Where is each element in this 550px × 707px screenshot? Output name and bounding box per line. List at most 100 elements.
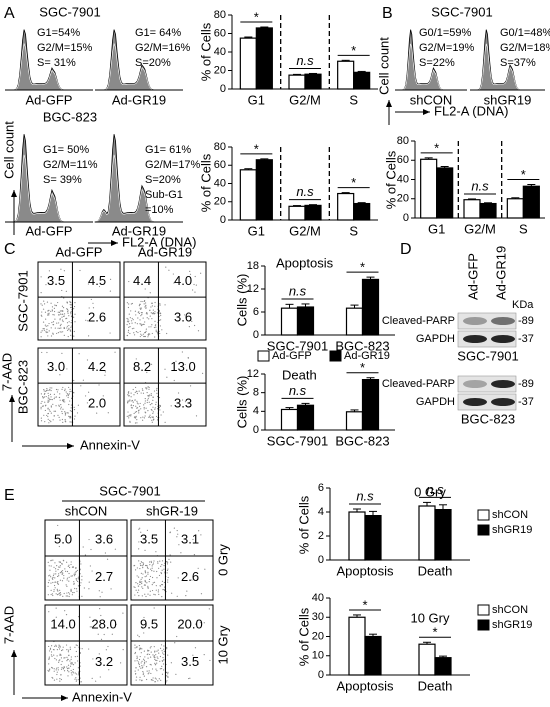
event-dot	[203, 654, 205, 656]
event-dot	[59, 566, 61, 568]
event-dot	[200, 593, 203, 595]
event-dot	[141, 660, 143, 662]
event-dot	[144, 335, 146, 338]
stat-label: Sub-G1	[145, 189, 183, 201]
y-tick-label: 10	[312, 650, 324, 662]
event-dot	[129, 332, 131, 335]
event-dot	[69, 648, 71, 650]
event-dot	[51, 666, 53, 669]
event-dot	[149, 568, 152, 570]
event-dot	[126, 302, 128, 304]
event-dot	[154, 681, 156, 683]
event-dot	[95, 680, 97, 682]
size-label: -37	[518, 396, 534, 408]
bar	[304, 73, 322, 90]
event-dot	[130, 303, 132, 305]
stat-label: G0/1=59%	[419, 27, 472, 39]
event-dot	[50, 589, 52, 591]
event-dot	[61, 305, 64, 307]
event-dot	[143, 662, 146, 664]
event-dot	[139, 665, 141, 668]
event-dot	[137, 403, 139, 405]
event-dot	[69, 410, 72, 412]
event-dot	[40, 417, 42, 419]
event-dot	[129, 421, 131, 423]
event-dot	[63, 297, 65, 299]
event-dot	[63, 574, 65, 577]
bar	[296, 404, 315, 431]
event-dot	[66, 579, 68, 581]
event-dot	[142, 419, 144, 421]
y-tick-label: 80	[214, 9, 226, 21]
event-dot	[53, 397, 55, 400]
event-dot	[50, 335, 53, 337]
event-dot	[62, 649, 64, 651]
event-dot	[195, 415, 198, 417]
event-dot	[53, 654, 55, 656]
panel-letter: D	[400, 241, 412, 258]
event-dot	[152, 309, 154, 311]
event-dot	[74, 321, 76, 323]
legend-swatch	[477, 509, 490, 521]
event-dot	[69, 416, 71, 419]
event-dot	[176, 529, 178, 532]
event-dot	[67, 595, 69, 597]
event-dot	[127, 318, 129, 320]
event-dot	[80, 681, 83, 683]
event-dot	[193, 324, 196, 327]
bar	[436, 167, 454, 219]
event-dot	[54, 318, 56, 320]
event-dot	[148, 561, 151, 563]
event-dot	[144, 415, 146, 417]
y-tick-label: 0	[403, 212, 409, 224]
y-tick-label: 0	[253, 329, 259, 341]
event-dot	[59, 565, 61, 567]
event-dot	[139, 319, 141, 321]
event-dot	[56, 673, 58, 676]
event-dot	[134, 569, 137, 571]
sample-label: Ad-GR19	[112, 92, 166, 107]
y-tick-label: 80	[214, 141, 226, 153]
row-label: 0 Gry	[215, 544, 230, 576]
event-dot	[58, 646, 60, 648]
event-dot	[166, 563, 169, 565]
blot-band	[463, 317, 487, 325]
event-dot	[68, 393, 70, 395]
event-dot	[72, 671, 74, 673]
bar	[418, 643, 436, 676]
event-dot	[55, 573, 57, 575]
event-dot	[50, 576, 52, 578]
event-dot	[163, 568, 165, 570]
event-dot	[40, 402, 42, 404]
event-dot	[144, 572, 147, 574]
event-dot	[73, 392, 75, 394]
event-dot	[100, 614, 102, 617]
event-dot	[138, 594, 140, 597]
event-dot	[49, 410, 51, 412]
x-tick-label: S	[349, 92, 358, 107]
event-dot	[46, 414, 48, 417]
event-dot	[126, 415, 128, 417]
event-dot	[139, 648, 141, 650]
event-dot	[54, 568, 57, 570]
event-dot	[144, 397, 146, 400]
event-dot	[67, 310, 69, 312]
event-dot	[139, 563, 141, 565]
event-dot	[141, 388, 144, 390]
event-dot	[145, 624, 147, 626]
quadrant-value: 3.3	[174, 396, 192, 411]
event-dot	[135, 417, 137, 419]
event-dot	[150, 363, 153, 365]
event-dot	[145, 307, 147, 309]
event-dot	[169, 554, 171, 556]
bar	[353, 71, 371, 90]
panel-letter: E	[4, 487, 15, 504]
event-dot	[155, 654, 157, 656]
event-dot	[60, 663, 62, 666]
event-dot	[138, 412, 140, 414]
event-dot	[141, 581, 143, 583]
stat-label: G2/M=18%	[500, 42, 550, 54]
size-label: -37	[518, 333, 534, 345]
event-dot	[150, 408, 152, 411]
event-dot	[47, 314, 49, 316]
